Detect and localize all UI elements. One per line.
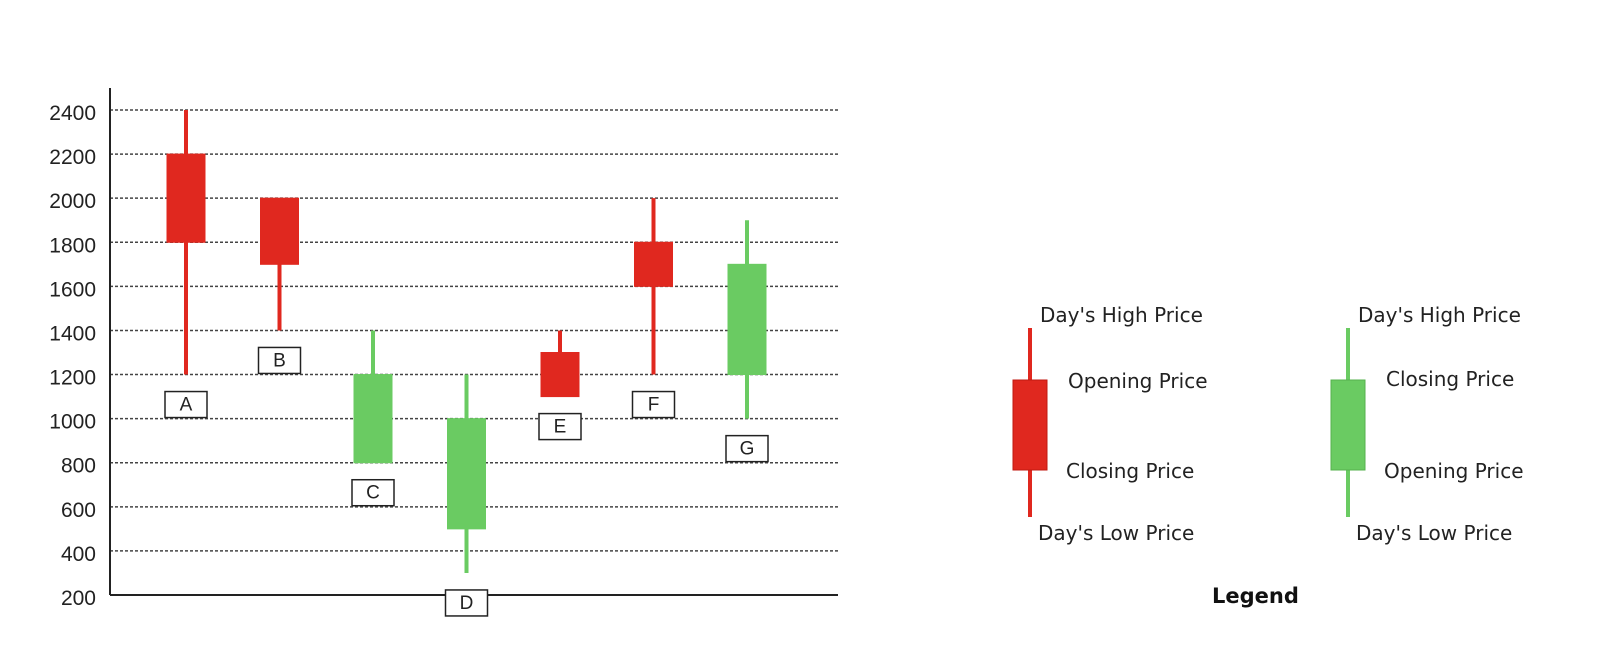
y-tick-label: 400: [61, 543, 96, 566]
category-label-text: B: [273, 350, 286, 371]
category-label-a: A: [164, 390, 208, 419]
legend-down-candle: Day's High Price Opening Price Closing P…: [1012, 303, 1208, 545]
y-tick-label: 2400: [49, 102, 96, 125]
candle-body: [447, 418, 486, 530]
category-label-d: D: [444, 589, 489, 617]
legend-title: Legend: [1212, 584, 1299, 608]
candle-e: [540, 330, 580, 398]
category-label-text: A: [180, 395, 193, 416]
category-label-text: D: [460, 593, 474, 614]
category-label-f: F: [631, 390, 676, 419]
category-label-c: C: [351, 478, 395, 507]
legend-down-open-label: Opening Price: [1068, 369, 1208, 393]
y-tick-label: 2000: [49, 190, 96, 213]
category-label-box: [725, 434, 769, 463]
category-label-g: G: [725, 434, 769, 463]
candle-body: [634, 241, 673, 287]
grid-lines: [110, 109, 838, 552]
category-label-box: [444, 589, 489, 617]
candle-c: [353, 330, 393, 464]
candle-body: [353, 374, 393, 464]
legend-down-low-label: Day's Low Price: [1038, 521, 1194, 545]
y-tick-label: 1600: [49, 278, 96, 301]
candle-body: [540, 352, 580, 398]
y-tick-label: 1400: [49, 322, 96, 345]
y-tick-labels: 2400 2200 2000 1800 1600 1400 1200 1000 800 600 40…: [49, 102, 96, 610]
category-label-text: F: [648, 395, 660, 416]
y-tick-label: 2200: [49, 146, 96, 169]
legend-up-low-label: Day's Low Price: [1356, 521, 1512, 545]
category-labels: A B C D E F G: [164, 346, 769, 617]
legend-up-high-label: Day's High Price: [1358, 303, 1521, 327]
category-label-text: E: [554, 417, 567, 438]
legend-up-open-label: Opening Price: [1384, 459, 1524, 483]
category-label-box: [257, 346, 302, 375]
y-tick-label: 1200: [49, 367, 96, 390]
legend-up-close-label: Closing Price: [1386, 367, 1514, 391]
category-label-box: [164, 390, 208, 419]
legend-down-close-label: Closing Price: [1066, 459, 1194, 483]
category-label-text: C: [366, 483, 380, 504]
candle-d: [447, 374, 486, 573]
candles: [166, 110, 767, 573]
candle-body: [727, 263, 767, 376]
candle-body: [260, 197, 299, 265]
candle-a: [166, 110, 206, 375]
category-label-box: [631, 390, 676, 419]
y-tick-label: 800: [61, 455, 96, 478]
category-label-b: B: [257, 346, 302, 375]
y-tick-label: 1000: [49, 411, 96, 434]
candle-b: [260, 197, 299, 331]
legend-up-body: [1330, 379, 1366, 471]
legend-up-candle: Day's High Price Closing Price Opening P…: [1330, 303, 1524, 545]
legend-down-body: [1012, 379, 1048, 471]
category-label-text: G: [740, 439, 755, 460]
y-tick-label: 600: [61, 499, 96, 522]
legend-down-high-label: Day's High Price: [1040, 303, 1203, 327]
category-label-e: E: [538, 412, 582, 441]
category-label-box: [351, 478, 395, 507]
candle-g: [727, 220, 767, 419]
candle-f: [634, 198, 673, 375]
candle-body: [166, 153, 206, 243]
legend: Day's High Price Opening Price Closing P…: [1012, 303, 1524, 608]
category-label-box: [538, 412, 582, 441]
y-tick-label: 1800: [49, 234, 96, 257]
y-tick-label: 200: [61, 587, 96, 610]
